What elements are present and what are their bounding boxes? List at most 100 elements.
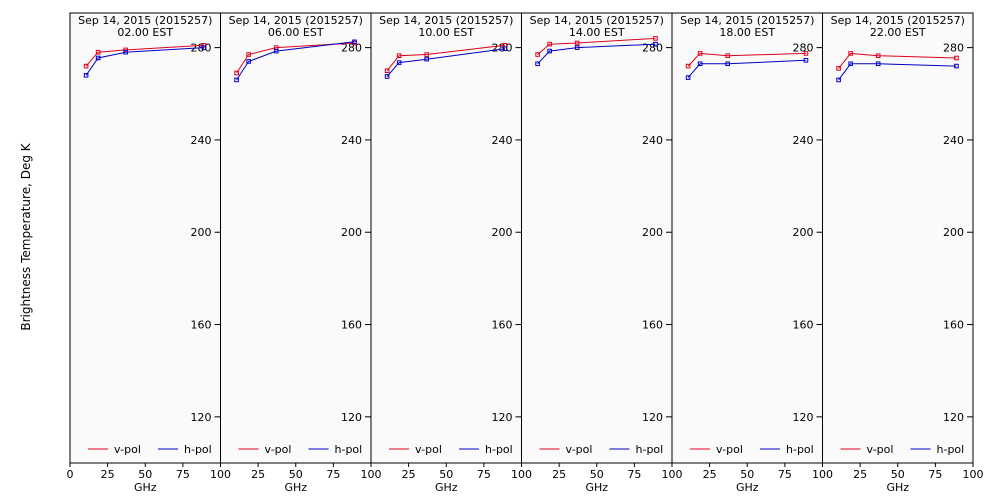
data-point-h-pol: [123, 49, 128, 55]
panels-group: 120 160 200 240 280 0 25 50 75 100 GHz Sep 14, 2015…: [67, 12, 984, 494]
x-axis-label: GHz: [435, 481, 458, 494]
data-point-v-pol: [535, 52, 540, 57]
data-point-h-pol: [535, 61, 540, 67]
data-point-v-pol: [95, 49, 101, 55]
data-point-v-pol: [424, 52, 429, 57]
panel-time: 18.00 EST: [719, 26, 775, 39]
y-tick-label: 240: [793, 134, 814, 147]
x-tick-label: 25: [552, 468, 566, 481]
y-tick-label: 240: [642, 134, 663, 147]
data-point-v-pol: [725, 53, 730, 58]
panel-5: 120 160 200 240 280 25 50 75 100 GHz Sep 14, 2015 …: [671, 12, 833, 494]
panel-6: 120 160 200 240 280 25 50 75 100 GHz Sep 14, 2015 …: [822, 12, 984, 494]
data-point-h-pol: [697, 61, 703, 67]
x-tick-label: 75: [928, 468, 942, 481]
y-tick-label: 280: [943, 42, 964, 55]
x-tick-label: 50: [590, 468, 604, 481]
panel-time: 02.00 EST: [117, 26, 173, 39]
legend-label-h-pol: h-pol: [937, 443, 965, 456]
series-line-h-pol: [687, 59, 806, 78]
legend-label-h-pol: h-pol: [636, 443, 664, 456]
data-point-h-pol: [234, 77, 239, 83]
y-tick-label: 160: [492, 319, 513, 332]
panel-time: 22.00 EST: [870, 26, 926, 39]
y-tick-label: 120: [341, 411, 362, 424]
panel-title: Sep 14, 2015 (2015257): [379, 14, 513, 27]
legend-label-v-pol: v-pol: [415, 443, 442, 456]
data-point-v-pol: [848, 51, 853, 56]
data-point-v-pol: [803, 51, 809, 56]
data-point-v-pol: [574, 40, 580, 46]
x-tick-label: 25: [251, 468, 265, 481]
y-tick-label: 240: [191, 134, 212, 147]
data-point-v-pol: [685, 63, 691, 69]
y-tick-label: 120: [793, 411, 814, 424]
data-point-v-pol: [875, 53, 881, 58]
y-tick-label: 160: [943, 319, 964, 332]
data-point-h-pol: [424, 56, 429, 62]
panel-title: Sep 14, 2015 (2015257): [229, 14, 363, 27]
panel-title: Sep 14, 2015 (2015257): [530, 14, 664, 27]
panel-time: 10.00 EST: [418, 26, 474, 39]
y-axis-label: Brightness Temperature, Deg K: [19, 142, 33, 330]
legend-label-v-pol: v-pol: [566, 443, 593, 456]
x-tick-label: 50: [891, 468, 905, 481]
x-axis-label: GHz: [134, 481, 157, 494]
data-point-h-pol: [384, 74, 390, 79]
y-tick-label: 200: [492, 226, 513, 239]
series-line-v-pol: [537, 37, 656, 55]
data-point-v-pol: [954, 55, 959, 61]
y-tick-label: 200: [793, 226, 814, 239]
data-point-v-pol: [201, 43, 207, 48]
x-tick-label: 75: [778, 468, 792, 481]
y-tick-label: 200: [191, 226, 212, 239]
y-tick-label: 200: [341, 226, 362, 239]
legend-label-v-pol: v-pol: [716, 443, 743, 456]
panel-3: 120 160 200 240 280 25 50 75 100 GHz Sep 14, 2015 …: [370, 12, 532, 494]
data-point-v-pol: [547, 41, 552, 47]
x-tick-label: 75: [176, 468, 190, 481]
x-axis-label: GHz: [284, 481, 307, 494]
x-axis-label: GHz: [585, 481, 608, 494]
series-line-h-pol: [537, 43, 656, 65]
panel-background: [521, 13, 672, 463]
y-tick-label: 240: [943, 134, 964, 147]
x-tick-label: 25: [402, 468, 416, 481]
data-point-h-pol: [502, 46, 508, 52]
series-line-h-pol: [85, 47, 204, 76]
data-point-h-pol: [83, 73, 89, 78]
x-tick-label: 100: [662, 468, 683, 481]
panel-background: [70, 13, 221, 463]
legend-label-v-pol: v-pol: [265, 443, 292, 456]
data-point-v-pol: [653, 36, 658, 41]
y-tick-label: 120: [943, 411, 964, 424]
series-line-v-pol: [386, 44, 505, 72]
y-tick-label: 160: [341, 319, 362, 332]
panel-background: [371, 13, 522, 463]
panel-background: [672, 13, 823, 463]
x-tick-label: 25: [703, 468, 717, 481]
data-point-h-pol: [685, 75, 691, 80]
x-tick-label: 0: [67, 468, 74, 481]
y-tick-label: 120: [642, 411, 663, 424]
data-point-h-pol: [574, 45, 580, 50]
data-point-v-pol: [234, 70, 239, 76]
legend-label-v-pol: v-pol: [114, 443, 141, 456]
y-tick-label: 160: [793, 319, 814, 332]
y-tick-label: 200: [943, 226, 964, 239]
y-tick-label: 280: [341, 42, 362, 55]
y-tick-label: 120: [492, 411, 513, 424]
panel-title: Sep 14, 2015 (2015257): [831, 14, 965, 27]
data-point-v-pol: [697, 51, 703, 56]
legend-label-h-pol: h-pol: [184, 443, 212, 456]
legend-label-v-pol: v-pol: [867, 443, 894, 456]
x-tick-label: 100: [210, 468, 231, 481]
x-axis-label: GHz: [886, 481, 909, 494]
y-tick-label: 160: [191, 319, 212, 332]
data-point-h-pol: [201, 45, 207, 50]
data-point-v-pol: [836, 66, 841, 71]
data-point-h-pol: [352, 39, 357, 45]
data-point-v-pol: [246, 52, 251, 57]
legend-label-h-pol: h-pol: [335, 443, 363, 456]
